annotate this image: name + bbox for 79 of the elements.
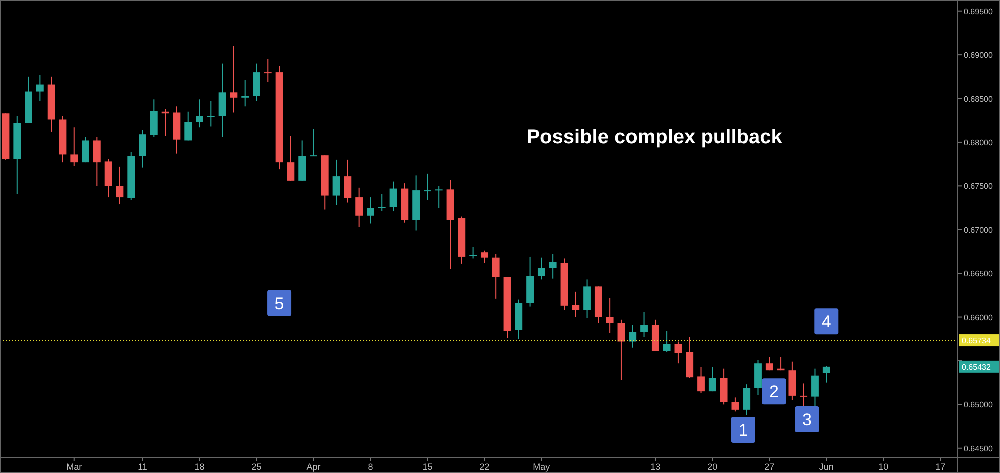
x-tick-label: Mar bbox=[66, 462, 82, 472]
candlestick bbox=[538, 257, 546, 280]
candlestick bbox=[184, 111, 192, 142]
candlestick bbox=[116, 166, 124, 206]
x-tick-label: 10 bbox=[878, 462, 889, 472]
candlestick bbox=[253, 63, 260, 102]
candlestick bbox=[618, 319, 626, 381]
candlestick bbox=[435, 186, 443, 209]
y-tick-label: 0.67500 bbox=[964, 182, 994, 192]
y-tick-label: 0.66000 bbox=[964, 313, 994, 322]
annotation: 4 bbox=[822, 312, 832, 332]
y-tick-label: 0.68500 bbox=[964, 94, 994, 104]
candlestick bbox=[356, 187, 364, 228]
text: 0.65432 bbox=[962, 362, 992, 372]
candlestick bbox=[196, 99, 204, 128]
candlestick bbox=[549, 254, 557, 280]
candlestick bbox=[720, 368, 728, 406]
x-tick-label: 18 bbox=[194, 462, 205, 472]
y-tick-label: 0.67000 bbox=[964, 226, 994, 235]
candlestick bbox=[606, 298, 614, 334]
candlestick bbox=[93, 136, 101, 187]
candlestick bbox=[424, 173, 432, 201]
candlestick bbox=[492, 254, 500, 300]
candlestick bbox=[264, 58, 272, 83]
y-tick-label: 0.66500 bbox=[964, 270, 994, 279]
x-tick-label: 25 bbox=[252, 462, 262, 472]
candlestick bbox=[663, 330, 671, 353]
x-tick-label: 13 bbox=[650, 462, 661, 472]
x-tick-label: May bbox=[533, 462, 551, 472]
candlestick bbox=[629, 324, 637, 348]
annotation: Possible complex pullback bbox=[526, 126, 784, 148]
annotation: 2 bbox=[769, 382, 779, 402]
candlestick bbox=[584, 279, 591, 319]
y-tick-label: 0.69000 bbox=[964, 51, 994, 60]
x-tick-label: Apr bbox=[306, 462, 321, 472]
x-tick-label: 15 bbox=[422, 462, 433, 472]
candlestick bbox=[743, 384, 751, 416]
x-tick-label: Jun bbox=[819, 462, 834, 472]
x-tick-label: 27 bbox=[764, 462, 775, 472]
x-tick-label: 11 bbox=[138, 462, 148, 472]
candlestick bbox=[766, 356, 774, 372]
candlestick bbox=[708, 366, 716, 392]
candlestick bbox=[207, 100, 215, 128]
annotation: 3 bbox=[802, 410, 812, 430]
candlestick bbox=[287, 136, 295, 182]
x-tick-label: 20 bbox=[708, 462, 718, 472]
candlestick bbox=[480, 250, 488, 264]
candlestick bbox=[332, 159, 340, 206]
candlestick bbox=[82, 136, 90, 164]
candlestick bbox=[367, 197, 374, 224]
candlestick bbox=[218, 63, 226, 138]
candlestick bbox=[800, 383, 808, 408]
candlestick bbox=[242, 80, 250, 108]
candlestick bbox=[812, 368, 819, 408]
candlestick bbox=[470, 246, 478, 260]
y-tick-label: 0.69500 bbox=[964, 7, 994, 16]
candlestick bbox=[230, 46, 238, 114]
annotation: 1 bbox=[738, 421, 748, 440]
candlestick bbox=[572, 291, 580, 318]
x-tick-label: 17 bbox=[936, 462, 946, 472]
ref-line-label: 0.65734 bbox=[962, 336, 992, 346]
x-tick-label: 8 bbox=[368, 462, 374, 472]
candlestick bbox=[378, 194, 386, 212]
candlestick bbox=[36, 74, 44, 102]
candlestick bbox=[344, 159, 352, 204]
candlestick bbox=[310, 128, 318, 157]
x-tick-label: 22 bbox=[480, 462, 490, 472]
candlestick bbox=[640, 312, 648, 338]
candlestick bbox=[70, 127, 78, 167]
candlestick bbox=[390, 181, 398, 212]
y-tick-label: 0.64500 bbox=[964, 444, 994, 454]
candlestick bbox=[698, 366, 705, 394]
annotation: 5 bbox=[274, 294, 284, 314]
candlestick bbox=[732, 397, 740, 412]
candlestick bbox=[674, 341, 682, 364]
candlestick bbox=[822, 366, 830, 384]
candlestick bbox=[139, 130, 146, 168]
y-tick-label: 0.65000 bbox=[964, 400, 994, 410]
y-tick-label: 0.68000 bbox=[964, 138, 994, 148]
